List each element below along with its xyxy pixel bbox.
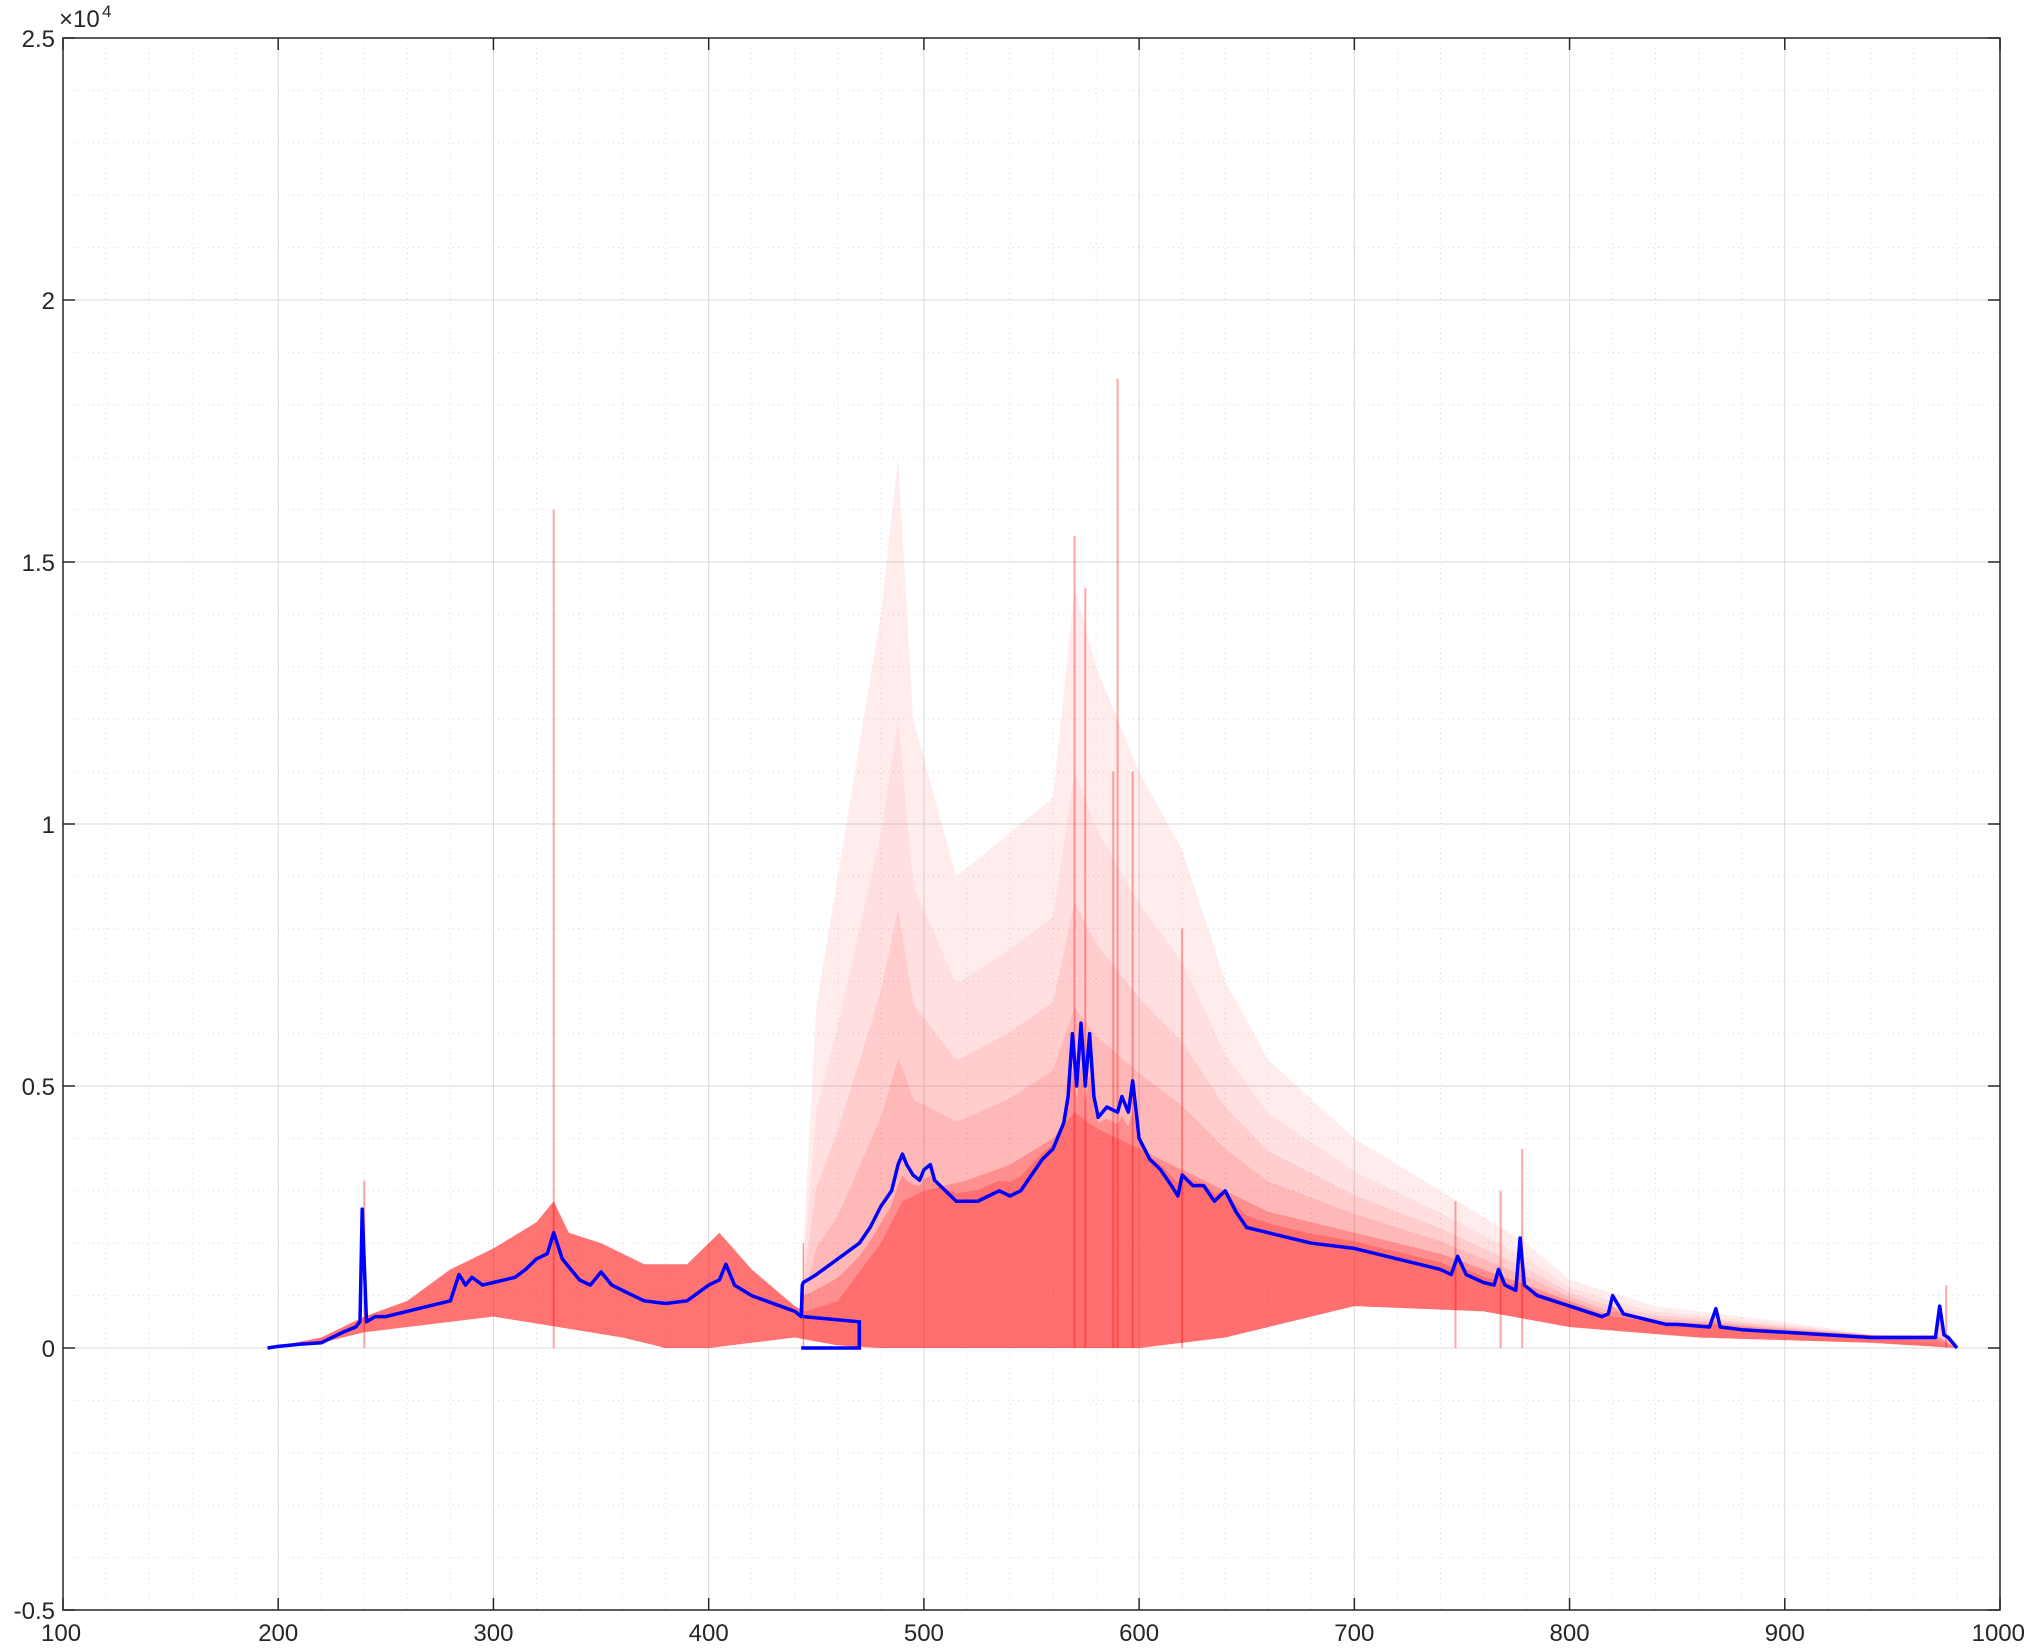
y-axis-ticks: -0.5 0 0.5 1 1.5 2 2.5 <box>14 26 2000 1625</box>
mean-line-gap-segment <box>801 1314 862 1350</box>
x-tick-label: 1000 <box>1972 1620 2025 1647</box>
y-tick-label: 2.5 <box>22 26 55 53</box>
y-tick-label: 0.5 <box>22 1074 55 1101</box>
y-tick-label: 1 <box>42 812 55 839</box>
y-tick-label: 1.5 <box>22 550 55 577</box>
x-tick-label: 400 <box>689 1620 729 1647</box>
x-tick-label: 500 <box>904 1620 944 1647</box>
spread-band-mid <box>803 720 1957 1348</box>
mean-line-layer <box>267 1021 1959 1350</box>
y-tick-label: 2 <box>42 288 55 315</box>
spread-band-core <box>803 1065 1957 1348</box>
x-tick-label: 800 <box>1550 1620 1590 1647</box>
y-tick-label: 0 <box>42 1336 55 1363</box>
spread-band-dense-right <box>803 1112 1957 1348</box>
spread-band-mid <box>803 902 1957 1348</box>
x-tick-label: 700 <box>1334 1620 1374 1647</box>
y-tick-label: -0.5 <box>14 1598 55 1625</box>
spread-band-mid <box>803 1007 1957 1348</box>
spread-band-faint <box>803 457 1957 1348</box>
intensity-spread <box>267 378 1957 1348</box>
x-axis-ticks: 100 200 300 400 500 600 700 800 900 1000 <box>41 38 2025 1647</box>
x-tick-label: 300 <box>473 1620 513 1647</box>
y-exponent-base: ×10 <box>59 6 100 33</box>
x-tick-label: 600 <box>1119 1620 1159 1647</box>
mean-line <box>267 1021 1959 1350</box>
y-exponent-power: 4 <box>102 2 111 21</box>
x-tick-label: 900 <box>1765 1620 1805 1647</box>
x-tick-label: 100 <box>41 1620 81 1647</box>
x-tick-label: 200 <box>258 1620 298 1647</box>
